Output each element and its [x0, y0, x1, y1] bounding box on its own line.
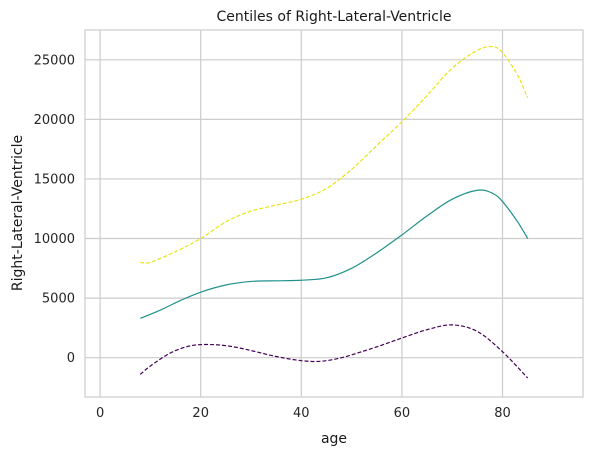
- y-tick-labels: 0 5000 10000 15000 20000 25000: [34, 53, 75, 366]
- x-tick-label: 80: [494, 406, 511, 421]
- x-tick-label: 40: [293, 406, 310, 421]
- y-tick-label: 0: [67, 351, 75, 366]
- y-axis-label: Right-Lateral-Ventricle: [10, 135, 26, 291]
- series-group: [139, 45, 529, 379]
- x-tick-label: 0: [96, 406, 104, 421]
- y-tick-label: 15000: [34, 172, 75, 187]
- centile-line-3: [139, 324, 529, 379]
- y-tick-label: 10000: [34, 232, 75, 247]
- plot-frame: [84, 29, 584, 398]
- x-tick-labels: 0 20 40 60 80: [96, 406, 511, 421]
- centile-line-2: [140, 189, 529, 319]
- y-tick-label: 5000: [42, 292, 75, 307]
- chart-title: Centiles of Right-Lateral-Ventricle: [217, 9, 452, 25]
- x-tick-label: 20: [192, 406, 209, 421]
- x-axis-label: age: [321, 431, 347, 447]
- y-tick-label: 25000: [34, 53, 75, 68]
- centile-line-1: [140, 45, 529, 264]
- x-tick-label: 60: [394, 406, 411, 421]
- grid-lines: [85, 30, 583, 397]
- y-tick-label: 20000: [34, 113, 75, 128]
